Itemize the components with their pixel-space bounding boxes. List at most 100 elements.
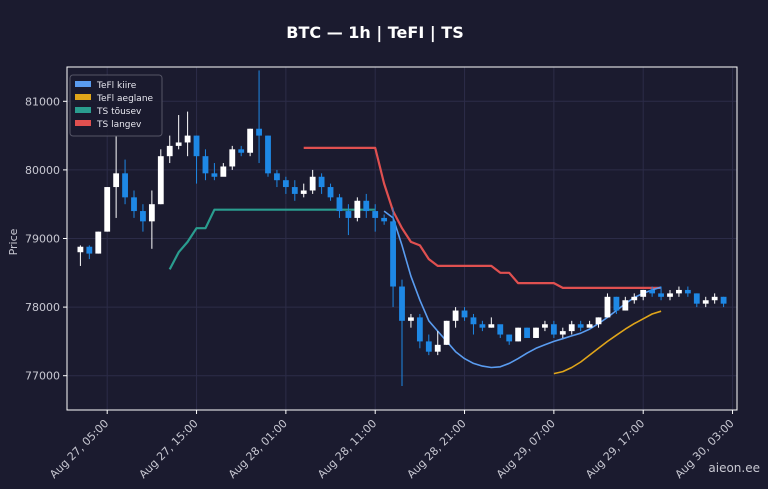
candle-body [461,310,468,318]
candle-body [443,320,450,345]
candle-body [354,200,361,218]
candles [77,70,727,386]
candle-body [425,341,432,352]
watermark-text: aieon.ee [708,461,760,475]
candle-body [684,289,691,294]
legend-box [69,74,163,137]
candle-body [711,296,718,301]
candle-body [175,142,182,146]
candle-body [399,286,405,321]
legend: TeFl kiire TeFl aeglane TS tõusev TS lan… [69,74,163,137]
y-tick-label: 81000 [25,95,60,108]
y-tick-label: 78000 [25,301,60,314]
candle-body [408,317,414,321]
candle-body [693,293,700,304]
line-tsdown [303,146,662,289]
legend-swatch-slow [75,94,91,100]
candle-body [577,324,584,328]
candle-body [220,166,227,177]
candle-body [604,296,611,318]
candle-body [506,334,513,342]
candle-body [265,135,271,174]
candle-body [452,310,459,321]
x-tick-label: Aug 27, 05:00 [47,417,111,481]
chart-title: BTC — 1h | TeFI | TS [286,23,463,43]
legend-label-tsdown: TS langev [96,120,142,130]
candle-body [86,246,93,254]
candle-body [300,190,307,194]
candle-body [595,317,602,325]
candle-body [613,296,620,311]
candle-body [649,289,656,294]
candle-body [631,296,638,301]
legend-swatch-tsup [75,107,91,113]
candle-body [336,197,343,212]
x-tick-label: Aug 29, 07:00 [494,417,558,481]
candle-body [559,331,566,335]
legend-label-slow: TeFl aeglane [96,94,154,104]
candle-body [113,173,120,188]
candle-body [202,156,209,174]
candle-body [720,296,727,304]
y-tick-label: 79000 [25,233,60,246]
candle-body [515,327,522,342]
legend-swatch-fast [75,81,91,87]
candle-body [122,173,128,198]
candle-body [479,324,486,328]
y-axis: 77000 78000 79000 80000 81000 [25,95,67,383]
candle-body [470,317,477,325]
candle-body [309,176,316,191]
candle-body [640,289,647,297]
candle-body [434,344,441,352]
candle-body [166,145,173,157]
line-tsup [168,208,376,270]
y-tick-label: 80000 [25,164,60,177]
candle-body [140,211,146,222]
candle-body [345,211,352,218]
candle-body [702,300,709,304]
x-tick-label: Aug 28, 21:00 [405,417,469,481]
candle-body [372,211,379,218]
legend-label-tsup: TS tõusev [96,107,142,117]
candle-body [131,197,137,212]
x-tick-label: Aug 27, 15:00 [137,417,201,481]
candle-body [416,317,423,342]
candle-body [318,176,325,188]
candle-body [586,324,593,328]
candle-body [658,293,664,297]
candle-body [676,289,682,294]
candle-body [533,327,539,338]
legend-swatch-tsdown [75,120,91,126]
legend-label-fast: TeFl kiire [96,81,137,91]
candle-body [550,324,557,335]
candle-body [157,156,164,205]
candle-body [622,300,629,311]
candle-body [282,180,289,188]
candle-body [381,217,388,222]
candle-body [104,187,111,232]
candle-body [390,221,396,287]
x-axis: Aug 27, 05:00 Aug 27, 15:00 Aug 28, 01:00 A… [47,410,737,481]
candle-body [542,324,548,328]
candle-body [524,327,530,338]
candle-body [488,324,495,328]
candle-body [363,200,370,212]
candle-body [247,128,254,153]
x-tick-label: Aug 28, 01:00 [226,417,290,481]
candle-body [184,135,191,143]
candle-body [95,231,102,254]
x-tick-label: Aug 29, 17:00 [583,417,647,481]
candle-body [193,135,200,157]
candle-body [256,128,262,136]
candle-body [148,204,155,222]
candle-body [77,246,84,253]
y-axis-label: Price [7,228,20,255]
candle-body [211,173,218,177]
candle-body [568,324,575,332]
candle-body [238,149,245,153]
candle-body [327,187,334,198]
candle-body [274,173,280,181]
candle-body [667,293,673,297]
